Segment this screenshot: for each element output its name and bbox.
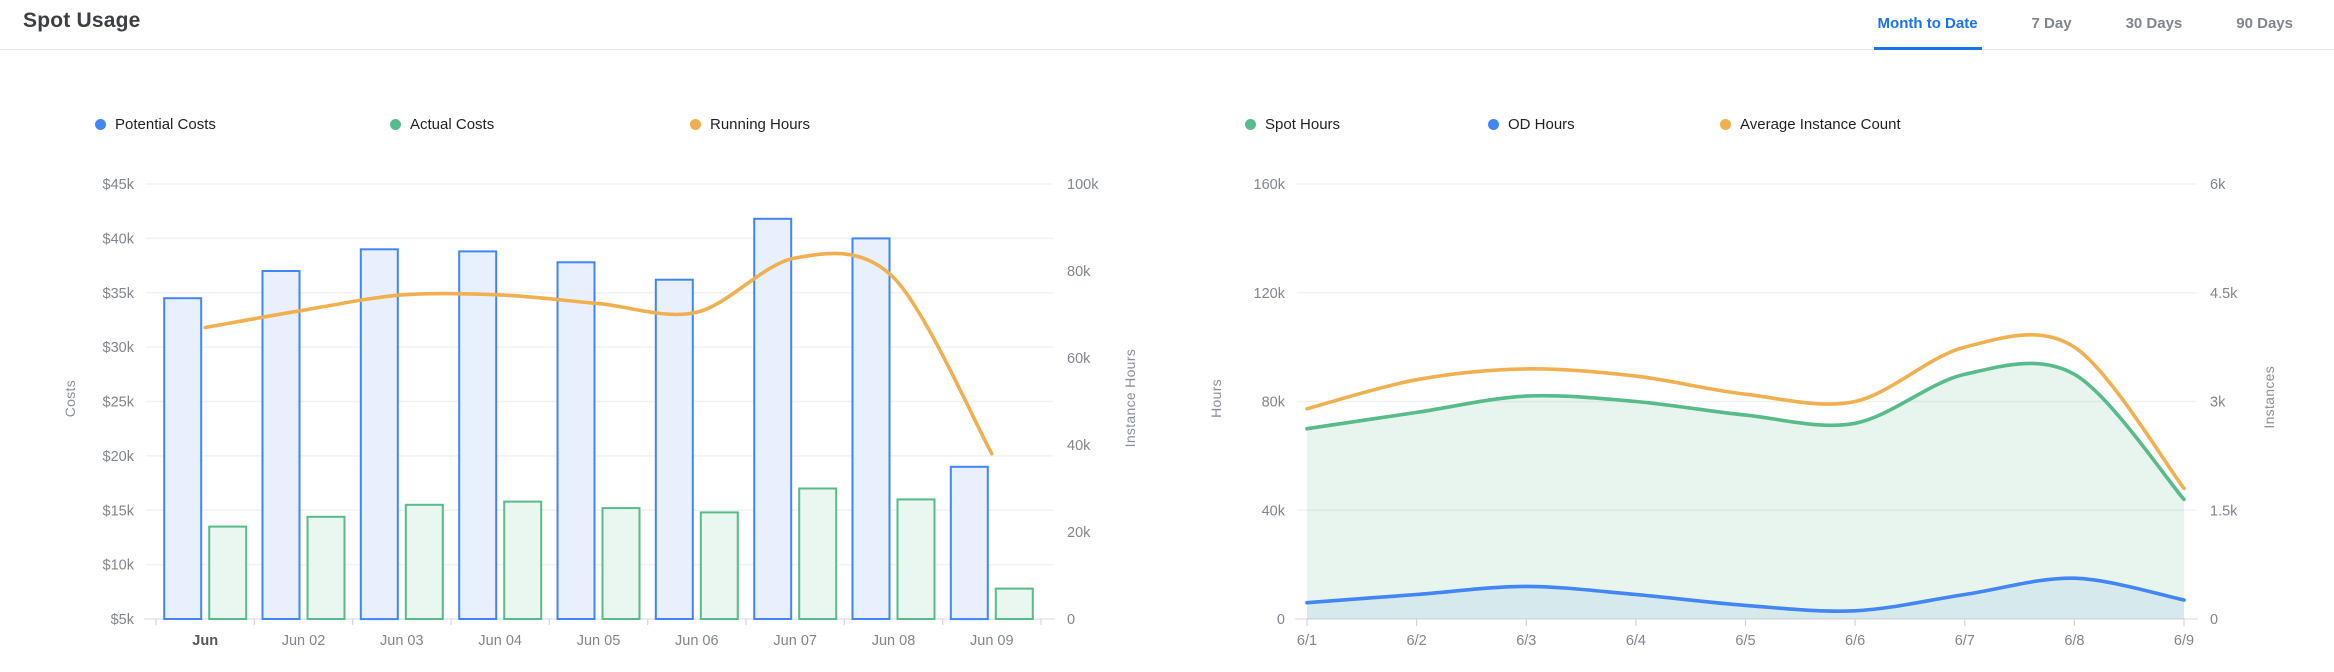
svg-text:6/3: 6/3 [1516, 633, 1536, 649]
tab-30-days[interactable]: 30 Days [2125, 15, 2183, 32]
svg-text:100k: 100k [1067, 177, 1099, 193]
svg-text:0: 0 [2210, 612, 2218, 628]
svg-text:$20k: $20k [103, 449, 135, 465]
tab-7-day[interactable]: 7 Day [2031, 15, 2072, 32]
legend-item-actual-costs[interactable]: Actual Costs [390, 115, 495, 133]
legend-item-running-hours[interactable]: Running Hours [690, 115, 811, 133]
svg-text:6/4: 6/4 [1626, 633, 1646, 649]
svg-text:Jun 07: Jun 07 [773, 633, 817, 649]
svg-text:6/1: 6/1 [1297, 633, 1317, 649]
legend-dot-blue-icon [1488, 118, 1499, 130]
svg-text:80k: 80k [1262, 395, 1286, 411]
svg-text:0: 0 [1067, 612, 1075, 628]
svg-text:$25k: $25k [103, 395, 135, 411]
legend-label: Spot Hours [1265, 115, 1341, 133]
legend-dot-blue-icon [95, 118, 106, 130]
svg-text:6/2: 6/2 [1407, 633, 1427, 649]
svg-text:Jun 03: Jun 03 [380, 633, 424, 649]
svg-text:$30k: $30k [103, 340, 135, 356]
legend-dot-orange-icon [1720, 118, 1731, 130]
svg-text:60k: 60k [1067, 351, 1091, 367]
svg-text:4.5k: 4.5k [2210, 286, 2238, 302]
svg-text:$5k: $5k [111, 612, 135, 628]
svg-text:0: 0 [1277, 612, 1285, 628]
svg-text:80k: 80k [1067, 264, 1091, 280]
time-range-tabs: Month to Date 7 Day 30 Days 90 Days [1851, 0, 2320, 50]
legend-label: Actual Costs [410, 115, 495, 133]
svg-text:20k: 20k [1067, 525, 1091, 541]
svg-text:160k: 160k [1254, 177, 1286, 193]
svg-text:Jun 04: Jun 04 [478, 633, 522, 649]
svg-text:$15k: $15k [103, 503, 135, 519]
svg-text:6/5: 6/5 [1735, 633, 1755, 649]
svg-text:Jun 06: Jun 06 [675, 633, 719, 649]
svg-text:40k: 40k [1067, 438, 1091, 454]
legend-dot-green-icon [1245, 118, 1256, 130]
svg-text:$45k: $45k [103, 177, 135, 193]
svg-text:Jun: Jun [192, 633, 218, 649]
svg-text:120k: 120k [1254, 286, 1286, 302]
legend-item-average-instance-count[interactable]: Average Instance Count [1720, 115, 1901, 133]
svg-text:6/8: 6/8 [2064, 633, 2084, 649]
page-title: Spot Usage [23, 9, 141, 32]
legend-label: Average Instance Count [1740, 115, 1901, 133]
page-header: Spot Usage Month to Date 7 Day 30 Days 9… [0, 0, 2334, 50]
svg-text:Jun 02: Jun 02 [282, 633, 326, 649]
svg-text:$35k: $35k [103, 286, 135, 302]
svg-text:6/6: 6/6 [1845, 633, 1865, 649]
legend-label: Potential Costs [115, 115, 216, 133]
svg-text:6/9: 6/9 [2174, 633, 2194, 649]
svg-text:40k: 40k [1262, 503, 1286, 519]
legend-item-spot-hours[interactable]: Spot Hours [1245, 115, 1341, 133]
legend-item-od-hours[interactable]: OD Hours [1488, 115, 1575, 133]
svg-text:$10k: $10k [103, 558, 135, 574]
svg-text:Jun 08: Jun 08 [872, 633, 916, 649]
svg-text:3k: 3k [2210, 395, 2226, 411]
svg-text:1.5k: 1.5k [2210, 503, 2238, 519]
legend-label: OD Hours [1508, 115, 1575, 133]
svg-text:Jun 05: Jun 05 [577, 633, 621, 649]
legend-dot-green-icon [390, 118, 401, 130]
legend-item-potential-costs[interactable]: Potential Costs [95, 115, 216, 133]
legend-dot-orange-icon [690, 118, 701, 130]
svg-text:Jun 09: Jun 09 [970, 633, 1014, 649]
tab-90-days[interactable]: 90 Days [2236, 15, 2293, 32]
svg-text:$40k: $40k [103, 231, 135, 247]
svg-text:6/7: 6/7 [1955, 633, 1975, 649]
costs-chart-canvas[interactable]: $45k $40k $35k $30k $25k $20k $15k $10k $5k 100k 8… [60, 150, 1180, 672]
svg-text:6k: 6k [2210, 177, 2226, 193]
hours-chart-canvas[interactable]: 160k 120k 80k 40k 0 6k 4.5k 3k 1.5k 0 6/1 6/2 6/3 6/4… [1210, 150, 2334, 672]
legend-label: Running Hours [710, 115, 811, 133]
tab-month-to-date[interactable]: Month to Date [1873, 0, 1982, 50]
